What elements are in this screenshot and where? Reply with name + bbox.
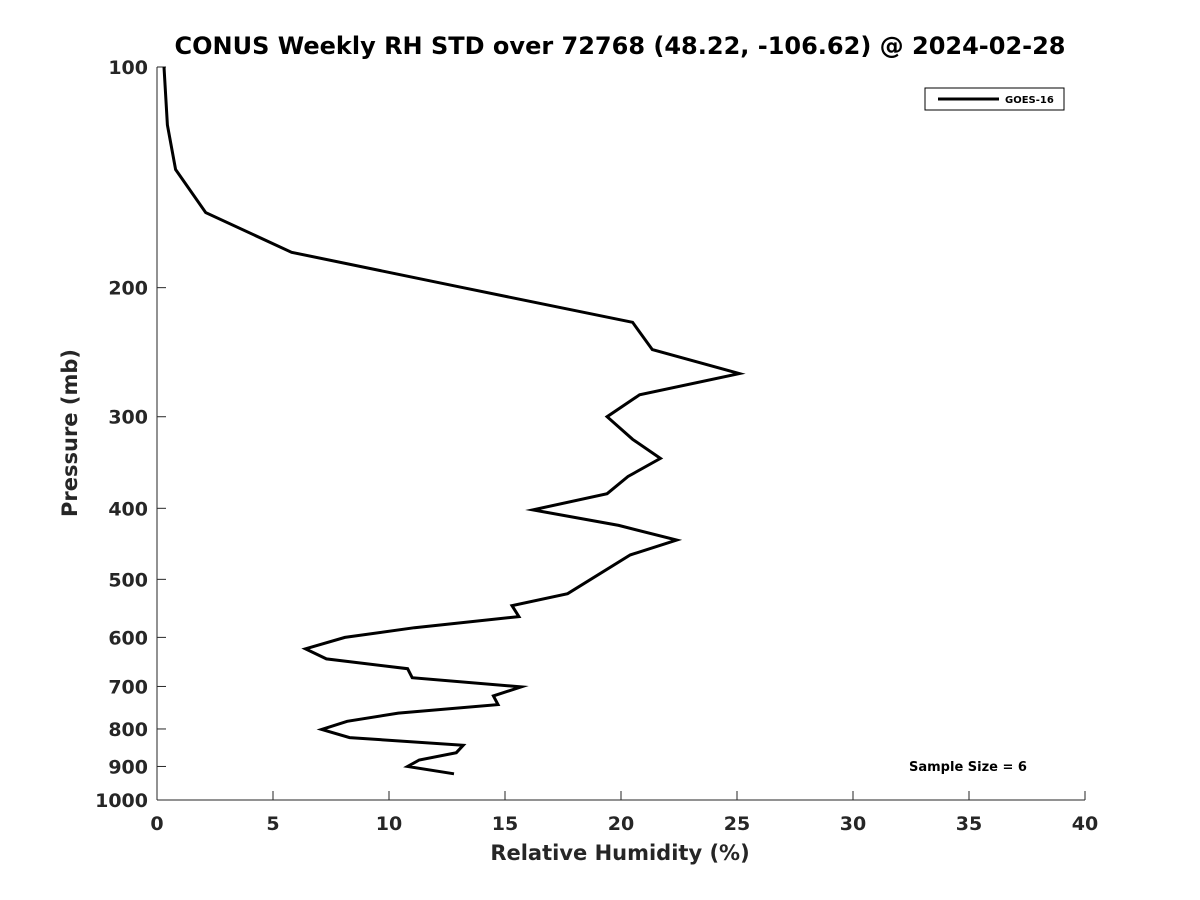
legend-label-goes-16: GOES-16 (1005, 95, 1054, 106)
y-tick-label: 800 (108, 719, 148, 741)
legend: GOES-16 (924, 87, 1065, 111)
y-tick-label: 500 (108, 569, 148, 591)
axes: 0 5 10 15 20 25 30 35 40 100 200 300 400 500 600 700 800… (95, 57, 1098, 835)
x-tick-label: 10 (376, 813, 402, 835)
x-tick-label: 25 (724, 813, 750, 835)
x-tick-label: 35 (956, 813, 982, 835)
y-tick-label: 900 (108, 756, 148, 778)
x-tick-label: 20 (608, 813, 634, 835)
x-tick-label: 0 (150, 813, 163, 835)
x-tick-label: 5 (266, 813, 279, 835)
x-axis-label: Relative Humidity (%) (490, 841, 749, 865)
y-tick-label: 700 (108, 676, 148, 698)
sample-size-annotation: Sample Size = 6 (909, 760, 1027, 775)
series-line-goes-16 (162, 66, 746, 776)
y-tick-label: 1000 (95, 790, 148, 812)
y-tick-label: 300 (108, 407, 148, 429)
y-tick-label: 100 (108, 57, 148, 79)
y-axis-label: Pressure (mb) (58, 349, 82, 517)
y-tick-label: 400 (108, 498, 148, 520)
x-tick-label: 30 (840, 813, 866, 835)
y-tick-label: 200 (108, 278, 148, 300)
y-tick-label: 600 (108, 627, 148, 649)
x-tick-label: 40 (1072, 813, 1098, 835)
x-tick-label: 15 (492, 813, 518, 835)
series-layer (162, 66, 746, 776)
chart-title: CONUS Weekly RH STD over 72768 (48.22, -… (174, 32, 1065, 60)
